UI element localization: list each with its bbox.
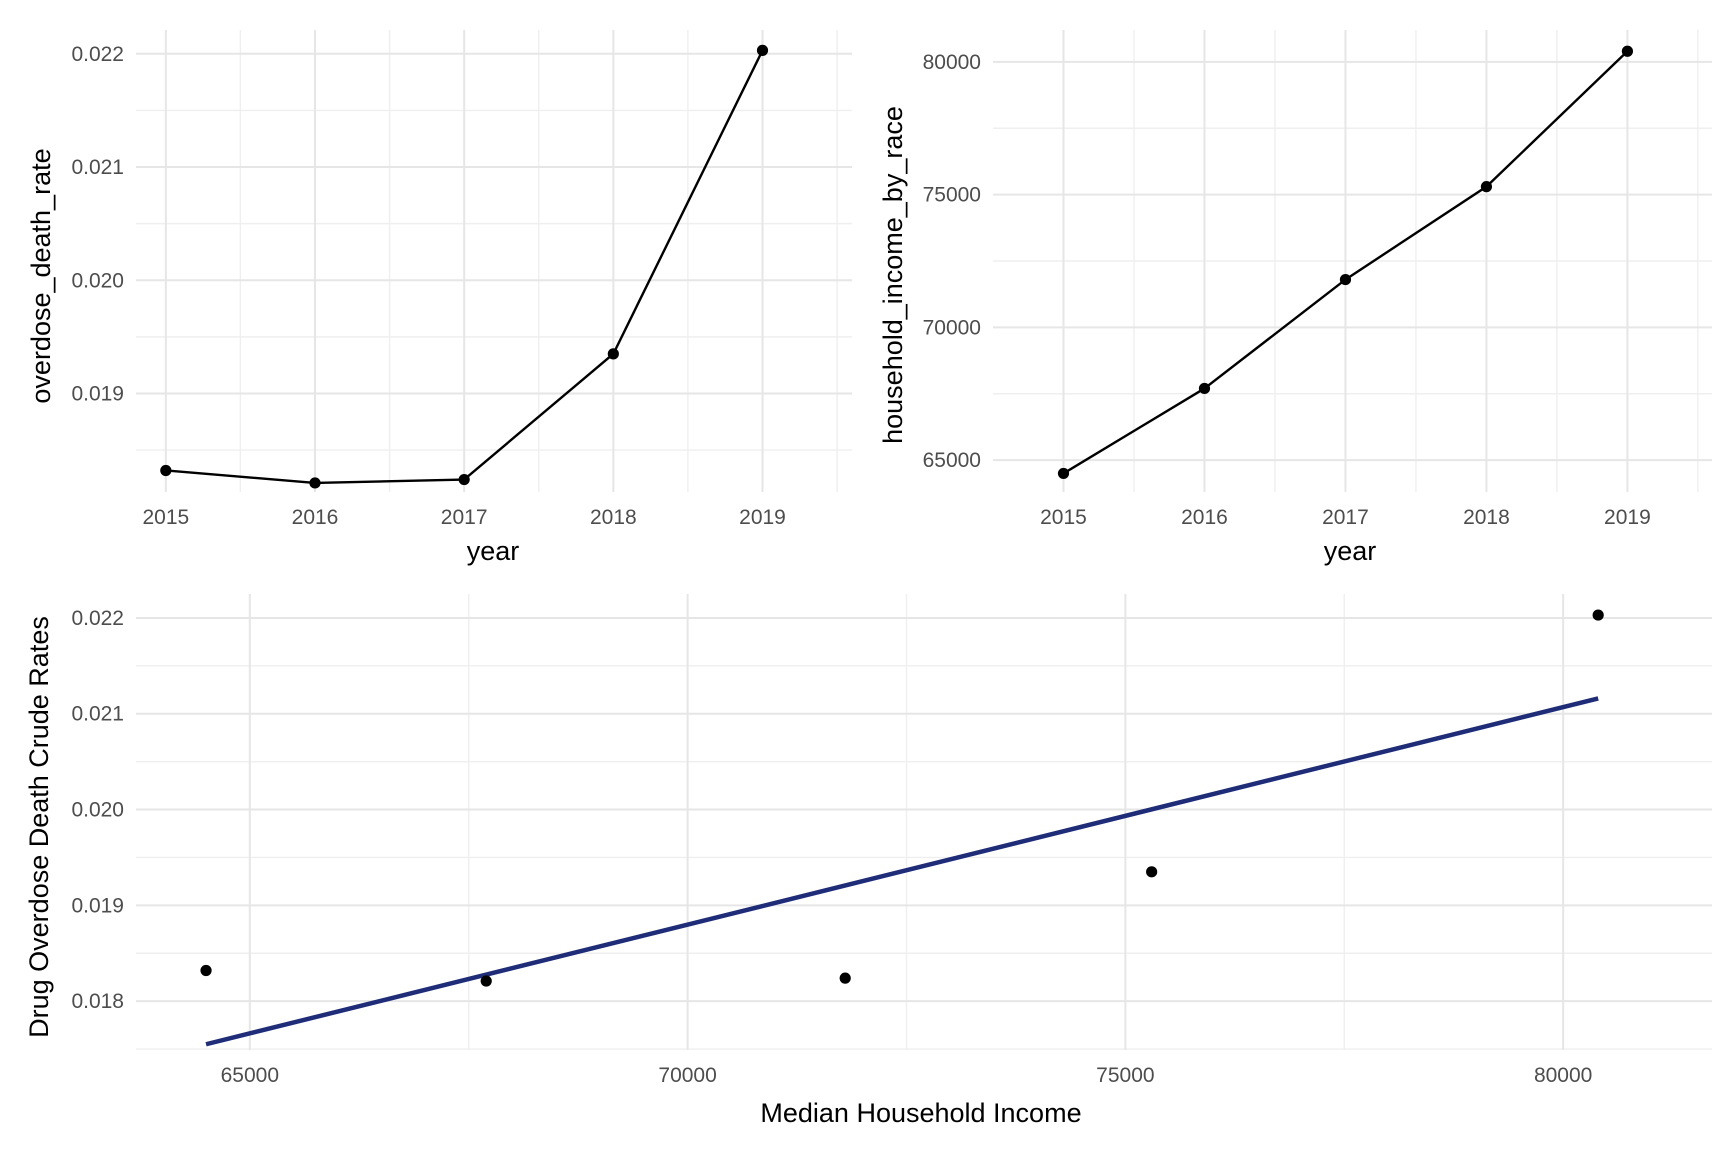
data-point [309,477,321,489]
y-tick-label: 0.020 [71,269,124,292]
x-tick-label: 2017 [1322,506,1369,529]
data-point [1339,273,1352,286]
data-point [756,44,769,56]
data-point [160,464,172,477]
y-tick-label: 75000 [923,184,981,207]
y-tick-label: 0.022 [71,607,124,630]
x-tick-label: 2018 [590,506,637,529]
x-tick-label: 2019 [739,506,786,529]
panel-household-income-marks [1057,45,1634,480]
data-point [839,972,851,984]
y-axis-title: Drug Overdose Death Crude Rates [24,616,54,1038]
y-tick-label: 0.018 [71,990,124,1013]
data-point [1198,382,1211,395]
panel-household-income: 65000 70000 75000 80000 2015 2016 2017 2018 2019… [878,30,1712,566]
fit-line [205,696,1599,1047]
y-tick-label: 0.019 [71,894,124,917]
x-tick-label: 75000 [1096,1064,1154,1087]
y-tick-label: 70000 [923,316,981,339]
x-tick-label: 2015 [1040,506,1087,529]
data-point [1480,181,1493,193]
y-tick-label: 0.021 [71,156,124,179]
panel-household-income-ticks: 65000 70000 75000 80000 2015 2016 2017 2018 2019 [923,51,1651,529]
data-point [1621,45,1634,57]
x-tick-label: 70000 [658,1064,716,1087]
panel-overdose-death-rate-grid [136,30,852,492]
data-point [607,348,619,360]
panel-overdose-death-rate: 0.019 0.020 0.021 0.022 2015 2016 2017 2018 2019… [26,30,852,566]
data-point [1146,866,1158,878]
x-axis-title: year [467,536,520,566]
panel-income-vs-overdose: 0.018 0.019 0.020 0.021 0.022 65000 70000 75000… [24,594,1712,1128]
data-point [200,964,212,977]
panel-overdose-death-rate-ticks: 0.019 0.020 0.021 0.022 2015 2016 2017 2018 2019 [71,43,785,529]
y-tick-label: 80000 [923,51,981,74]
x-axis-title: year [1324,536,1377,566]
y-tick-label: 65000 [923,449,981,472]
y-tick-label: 0.022 [71,43,124,66]
y-tick-label: 0.020 [71,799,124,822]
x-tick-label: 80000 [1534,1064,1592,1087]
data-point [1057,467,1070,480]
x-tick-label: 2018 [1463,506,1510,529]
data-point [458,473,470,486]
panel-household-income-grid [993,30,1712,492]
y-tick-label: 0.021 [71,703,124,726]
y-axis-title: overdose_death_rate [26,148,56,403]
x-axis-title: Median Household Income [760,1098,1081,1128]
panel-income-vs-overdose-marks [200,609,1604,1047]
panel-income-vs-overdose-ticks: 0.018 0.019 0.020 0.021 0.022 65000 70000 75000… [71,607,1592,1087]
data-point [1592,609,1604,621]
x-tick-label: 2015 [142,506,189,529]
x-tick-label: 65000 [221,1064,279,1087]
panel-overdose-death-rate-marks [160,44,769,489]
y-axis-title: household_income_by_race [878,106,908,444]
y-tick-label: 0.019 [71,382,124,405]
x-tick-label: 2019 [1604,506,1651,529]
x-tick-label: 2016 [1181,506,1228,529]
x-tick-label: 2017 [441,506,488,529]
data-point [480,975,492,987]
panel-income-vs-overdose-grid [136,594,1712,1050]
x-tick-label: 2016 [292,506,339,529]
